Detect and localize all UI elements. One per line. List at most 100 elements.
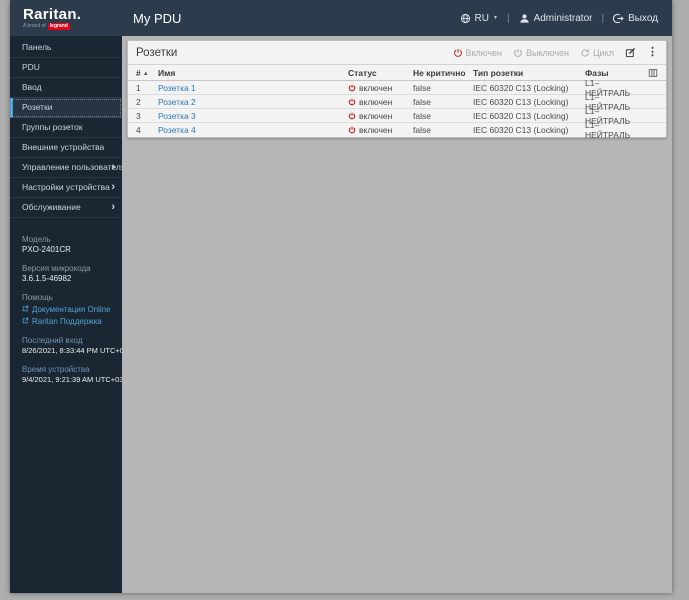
sidebar-item-outlets[interactable]: Розетки	[10, 98, 122, 118]
device-info: Модель PXO-2401CR Версия микрокода 3.6.1…	[10, 235, 122, 385]
last-login-value: 8/26/2021, 8:33:44 PM UTC+0300	[22, 346, 122, 355]
outlet-status-cell: включен	[348, 97, 413, 107]
table-row: 2 Розетка 2 включен false IEC 60320 C13 …	[128, 91, 666, 112]
sidebar-item-device-settings[interactable]: Настройки устройства ›	[10, 178, 122, 198]
user-name: Administrator	[533, 12, 593, 24]
outlet-link[interactable]: Розетка 3	[158, 110, 196, 121]
outlet-name-cell: Розетка 2	[158, 97, 348, 107]
topbar-actions: RU ▼ | Administrator | Выход	[460, 13, 672, 24]
column-header-name[interactable]: Имя	[158, 67, 176, 78]
power-on-button[interactable]: Включен	[453, 48, 502, 58]
outlet-name-cell: Розетка 3	[158, 111, 348, 121]
table-row: 3 Розетка 3 включен false IEC 60320 C13 …	[128, 105, 666, 126]
noncritical-value: false	[413, 125, 431, 135]
language-label: RU	[474, 12, 489, 24]
outlet-number: 3	[136, 110, 141, 121]
app-window: Raritan. A brand of legrand My PDU RU ▼ …	[10, 0, 672, 593]
outlet-name-cell: Розетка 4	[158, 125, 348, 135]
device-time-label: Время устройства	[22, 365, 90, 374]
brand-tagline: A brand of legrand	[23, 22, 122, 30]
external-link-icon	[22, 317, 29, 327]
last-login-group: Последний вход 8/26/2021, 8:33:44 PM UTC…	[22, 336, 122, 356]
table-row: 1 Розетка 1 включен false IEC 60320 C13 …	[128, 77, 666, 98]
sidebar-item-user-management[interactable]: Управление пользователями ›	[10, 158, 122, 178]
phase-value: L1–НЕЙТРАЛЬ	[585, 91, 631, 112]
column-header-label: #	[136, 67, 141, 78]
status-label: включен	[359, 125, 393, 135]
logout-button[interactable]: Выход	[613, 13, 658, 24]
column-header-type[interactable]: Тип розетки	[473, 67, 524, 78]
outlets-panel: Розетки Включен	[127, 40, 667, 140]
submenu-arrow-icon: ›	[111, 181, 115, 193]
firmware-value: 3.6.1.5-46982	[22, 274, 72, 283]
help-group: Помощь Документация Online	[22, 293, 116, 327]
outlet-status-cell: включен	[348, 83, 413, 93]
model-label: Модель	[22, 235, 51, 244]
sidebar-item-pdu[interactable]: PDU	[10, 58, 122, 78]
status-label: включен	[359, 82, 393, 93]
outlet-number: 1	[136, 82, 141, 93]
outlet-status-cell: включен	[348, 125, 413, 135]
page-title: Розетки	[136, 46, 178, 59]
outlet-type-value: IEC 60320 C13 (Locking)	[473, 110, 569, 121]
chevron-down-icon: ▼	[493, 15, 498, 21]
outlet-link[interactable]: Розетка 1	[158, 82, 196, 93]
globe-icon	[460, 13, 471, 24]
user-icon	[519, 13, 530, 24]
sidebar-item-inlet[interactable]: Ввод	[10, 78, 122, 98]
outlet-name-cell: Розетка 1	[158, 83, 348, 93]
app-body: Панель PDU Ввод Розетки Группы розеток В…	[10, 36, 672, 593]
logout-icon	[613, 13, 624, 24]
sidebar-item-outlet-groups[interactable]: Группы розеток	[10, 118, 122, 138]
outlet-link[interactable]: Розетка 4	[158, 125, 196, 135]
outlet-type-value: IEC 60320 C13 (Locking)	[473, 96, 569, 107]
outlet-status-cell: включен	[348, 111, 413, 121]
outlet-link[interactable]: Розетка 2	[158, 96, 196, 107]
power-cycle-button[interactable]: Цикл	[580, 48, 614, 58]
phase-value: L1–НЕЙТРАЛЬ	[585, 120, 631, 140]
status-label: включен	[359, 110, 393, 121]
power-on-icon	[453, 48, 463, 58]
pdu-title: My PDU	[133, 10, 182, 26]
column-header-status[interactable]: Статус	[348, 67, 377, 78]
noncritical-value: false	[413, 96, 431, 107]
table-row: 4 Розетка 4 включен false IEC 60320 C13 …	[128, 120, 666, 140]
outlet-type-value: IEC 60320 C13 (Locking)	[473, 125, 569, 135]
sidebar-item-label: Настройки устройства	[22, 182, 110, 192]
phase-value: L1–НЕЙТРАЛЬ	[585, 77, 631, 98]
user-menu[interactable]: Administrator	[519, 12, 593, 24]
online-docs-link[interactable]: Документация Online	[22, 305, 116, 315]
device-time-group: Время устройства 9/4/2021, 9:21:39 AM UT…	[22, 365, 122, 385]
sidebar-item-label: Обслуживание	[22, 202, 81, 212]
noncritical-value: false	[413, 82, 431, 93]
bulk-edit-button[interactable]	[625, 47, 636, 58]
column-header-noncritical[interactable]: Не критично	[413, 67, 466, 78]
sidebar-item-peripherals[interactable]: Внешние устройства	[10, 138, 122, 158]
help-label: Помощь	[22, 293, 53, 302]
sidebar-menu: Панель PDU Ввод Розетки Группы розеток В…	[10, 38, 122, 218]
columns-icon	[648, 68, 658, 78]
power-off-button[interactable]: Выключен	[513, 48, 569, 58]
cycle-label: Цикл	[593, 47, 614, 58]
power-status-icon	[348, 98, 356, 106]
column-header-number[interactable]: # ▲	[136, 68, 158, 78]
sidebar-item-maintenance[interactable]: Обслуживание ›	[10, 198, 122, 218]
support-link[interactable]: Raritan Поддержка	[22, 317, 116, 327]
sidebar-item-dashboard[interactable]: Панель	[10, 38, 122, 58]
kebab-menu-button[interactable]: ⋮	[647, 46, 658, 58]
column-header-phase[interactable]: Фазы	[585, 67, 609, 78]
phase-value: L1–НЕЙТРАЛЬ	[585, 105, 631, 126]
topbar-separator: |	[601, 12, 605, 24]
power-status-icon	[348, 84, 356, 92]
cycle-icon	[580, 48, 590, 58]
power-off-icon	[513, 48, 523, 58]
firmware-group: Версия микрокода 3.6.1.5-46982	[22, 264, 116, 284]
column-settings-button[interactable]	[644, 68, 658, 78]
power-status-icon	[348, 126, 356, 134]
power-status-icon	[348, 112, 356, 120]
outlet-type-value: IEC 60320 C13 (Locking)	[473, 82, 569, 93]
edit-icon	[625, 47, 636, 58]
main-content: Розетки Включен	[122, 36, 672, 593]
support-label: Raritan Поддержка	[32, 317, 102, 326]
language-selector[interactable]: RU ▼	[460, 13, 498, 24]
